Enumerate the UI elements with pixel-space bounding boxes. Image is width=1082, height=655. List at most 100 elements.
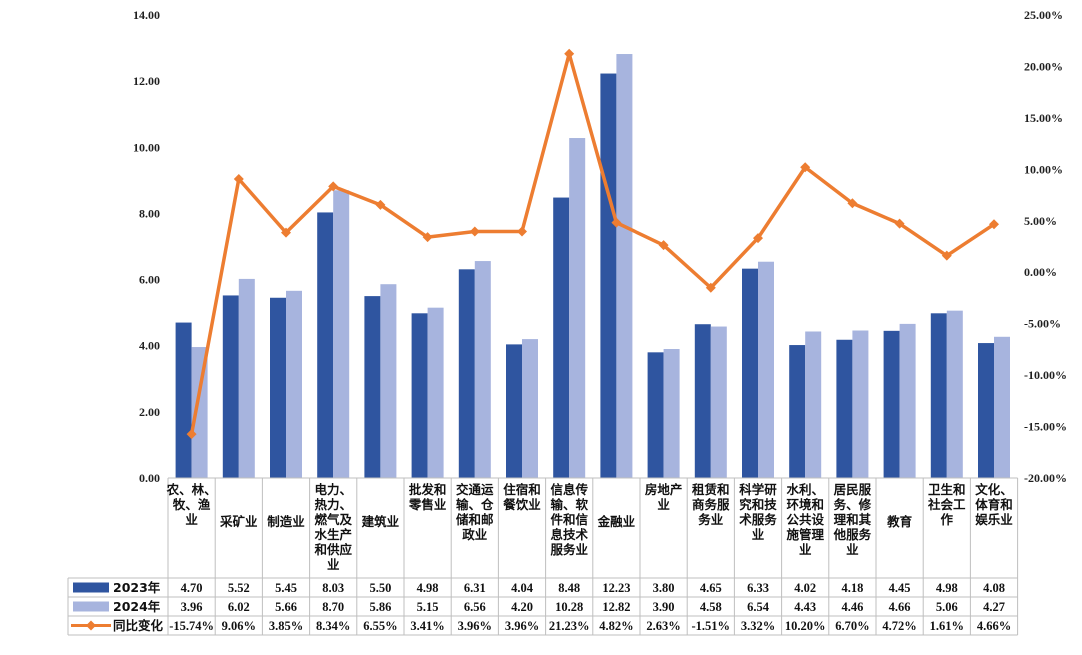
- table-value: 5.45: [275, 581, 297, 595]
- category-label-line: 件和信: [550, 512, 588, 527]
- bar-2024: [758, 261, 774, 478]
- legend-marker: [86, 620, 96, 631]
- table-value: 4.18: [841, 581, 863, 595]
- bar-2024: [474, 261, 491, 478]
- bar-2023: [742, 268, 758, 478]
- yoy-marker: [989, 219, 999, 230]
- category-label: 科学研究和技术服务业: [738, 482, 777, 542]
- yoy-marker: [422, 232, 433, 243]
- category-label: 卫生和社会工作: [927, 482, 966, 527]
- category-label: 租赁和商务服务业: [692, 482, 730, 527]
- bar-2023: [789, 345, 806, 478]
- category-label-line: 业: [752, 527, 765, 542]
- table-value: 4.66: [889, 600, 911, 614]
- bar-2024: [333, 190, 350, 478]
- category-label-line: 交通运: [456, 482, 494, 497]
- category-label-line: 理和其: [834, 512, 872, 527]
- legend-label: 2023年: [113, 580, 161, 595]
- bar-2024: [710, 326, 727, 478]
- right-axis-tick-label: 5.00%: [1024, 214, 1057, 228]
- right-axis-tick-label: 15.00%: [1024, 111, 1063, 125]
- category-label-line: 租赁和: [692, 482, 730, 497]
- category-label-line: 他服务: [833, 527, 872, 542]
- yoy-marker: [186, 429, 197, 440]
- table-value: 8.03: [322, 581, 344, 595]
- bar-2023: [600, 73, 617, 478]
- table-value: -15.74%: [169, 619, 214, 633]
- right-axis-tick-label: -20.00%: [1024, 471, 1067, 485]
- table-value: 6.31: [464, 581, 486, 595]
- yoy-line-path: [189, 52, 995, 435]
- category-label-line: 公共设: [786, 512, 824, 527]
- bar-2023: [317, 212, 334, 478]
- category-label-line: 餐饮业: [502, 497, 541, 512]
- category-label: 建筑业: [362, 514, 400, 529]
- left-axis-tick-label: 14.00: [133, 8, 160, 22]
- table-value: 4.45: [889, 581, 911, 595]
- category-label-line: 电力、: [314, 482, 352, 497]
- bar-2024: [663, 349, 680, 478]
- table-value: -1.51%: [692, 619, 731, 633]
- right-axis-tick-label: 25.00%: [1024, 8, 1063, 22]
- right-axis-tick-label: 10.00%: [1024, 162, 1063, 176]
- table-value: 4.98: [936, 581, 958, 595]
- table-value: 8.48: [558, 581, 580, 595]
- category-label-line: 施管理: [786, 527, 824, 542]
- table-value: 3.80: [653, 581, 675, 595]
- bar-2023: [978, 343, 994, 478]
- table-value: 6.55%: [363, 619, 397, 633]
- yoy-marker: [941, 250, 952, 261]
- yoy-marker: [894, 218, 905, 229]
- category-label-line: 居民服: [834, 482, 872, 497]
- bar-2023: [930, 313, 947, 478]
- bar-2024: [946, 310, 963, 478]
- bar-2023: [175, 322, 192, 478]
- category-label-line: 业: [185, 512, 198, 527]
- table-value: 12.23: [602, 581, 630, 595]
- category-label-line: 业: [327, 557, 340, 572]
- yoy-marker: [469, 226, 480, 237]
- category-label-line: 社会工: [927, 497, 966, 512]
- bar-2023: [364, 296, 381, 478]
- left-axis-tick-label: 8.00: [139, 206, 160, 220]
- category-label-line: 究和技: [739, 497, 777, 512]
- table-value: 4.46: [841, 600, 863, 614]
- category-label: 房地产业: [645, 482, 683, 512]
- category-label-line: 农、林、: [166, 482, 217, 497]
- category-label-line: 信息传: [550, 482, 588, 497]
- table-value: 5.06: [936, 600, 958, 614]
- left-axis-tick-labels: 0.00 2.00 4.00 6.00 8.00 10.00 12.00 14.00: [133, 8, 160, 485]
- bar-2023: [411, 313, 428, 478]
- table-value: 5.15: [417, 600, 439, 614]
- category-label-line: 环境和: [786, 497, 824, 512]
- table-value: 6.33: [747, 581, 769, 595]
- left-axis-tick-label: 12.00: [133, 74, 160, 88]
- category-label: 交通运输、仓储和邮政业: [455, 482, 494, 542]
- bar-2023: [506, 344, 522, 478]
- bar-2024: [569, 138, 586, 479]
- category-label-line: 采矿业: [219, 514, 258, 529]
- yoy-marker: [847, 198, 858, 209]
- yoy-marker: [375, 199, 386, 210]
- category-label-line: 零售业: [408, 497, 447, 512]
- category-label-line: 业: [657, 497, 670, 512]
- table-value: 3.96%: [458, 619, 492, 633]
- category-label-line: 建筑业: [362, 514, 400, 529]
- table-value: 5.50: [369, 581, 391, 595]
- table-value: 6.70%: [835, 619, 869, 633]
- table-value: 4.65: [700, 581, 722, 595]
- category-label-line: 娱乐业: [975, 512, 1013, 527]
- table-value: 9.06%: [222, 619, 256, 633]
- table-value: 21.23%: [549, 619, 590, 633]
- category-label-line: 务业: [698, 512, 724, 527]
- category-label-line: 住宿和: [503, 482, 541, 497]
- series-yoy-line: [186, 48, 999, 440]
- category-label: 制造业: [267, 514, 305, 529]
- left-axis-tick-label: 2.00: [139, 405, 160, 419]
- table-value: 5.66: [275, 600, 297, 614]
- category-label-line: 输、软: [550, 497, 588, 512]
- table-value: 4.04: [511, 581, 534, 595]
- category-label-line: 金融业: [597, 514, 636, 529]
- right-axis-tick-label: 20.00%: [1024, 59, 1063, 73]
